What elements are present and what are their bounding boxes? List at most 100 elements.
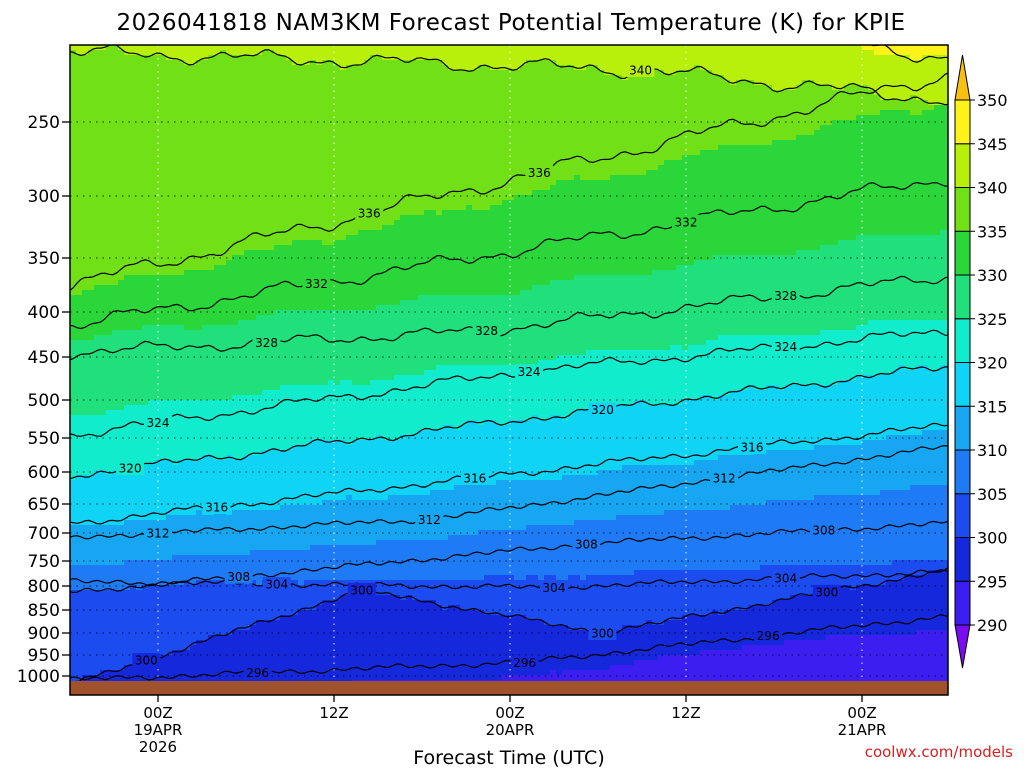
theta-band-cell xyxy=(340,45,347,71)
theta-band-cell xyxy=(538,525,545,581)
theta-band-cell xyxy=(916,100,923,116)
theta-band-cell xyxy=(442,365,449,426)
theta-band-cell xyxy=(106,590,113,671)
contour-label-bg xyxy=(771,571,800,586)
theta-band-cell xyxy=(910,235,917,321)
theta-band-cell xyxy=(76,475,83,526)
colorbar-label: 330 xyxy=(977,266,1008,285)
theta-band-cell xyxy=(670,620,677,656)
theta-band-cell xyxy=(778,90,785,141)
theta-band-cell xyxy=(478,65,485,211)
theta-band-cell xyxy=(310,310,317,386)
theta-band-cell xyxy=(604,75,611,181)
theta-band-cell xyxy=(616,665,623,695)
theta-band-cell xyxy=(148,55,155,276)
theta-band-cell xyxy=(454,485,461,536)
theta-band-cell xyxy=(412,375,419,436)
theta-band-cell xyxy=(184,45,191,66)
y-axis: 2503003504004505005506006507007508008509… xyxy=(17,113,70,687)
theta-band-cell xyxy=(898,560,905,581)
theta-band-cell xyxy=(70,340,77,416)
theta-band-cell xyxy=(442,210,449,296)
contour-label: 332 xyxy=(305,277,328,291)
theta-band-cell xyxy=(544,60,551,191)
theta-band-cell xyxy=(682,265,689,351)
colorbar-segment xyxy=(954,362,971,407)
theta-band-cell xyxy=(724,510,731,571)
theta-band-cell xyxy=(454,45,461,71)
theta-band-cell xyxy=(526,575,533,621)
theta-band-cell xyxy=(820,565,827,591)
contour-label: 324 xyxy=(147,416,170,430)
theta-band-cell xyxy=(100,525,107,566)
theta-band-cell xyxy=(922,365,929,431)
theta-band-cell xyxy=(160,55,167,276)
theta-band-cell xyxy=(754,335,761,391)
theta-band-cell xyxy=(556,280,563,356)
theta-band-cell xyxy=(640,400,647,466)
theta-band-cell xyxy=(526,365,533,421)
contour-label-bg xyxy=(252,335,281,350)
theta-band-cell xyxy=(610,470,617,521)
theta-band-cell xyxy=(898,490,905,561)
theta-band-cell xyxy=(862,375,869,441)
theta-band-cell xyxy=(154,400,161,461)
theta-band-cell xyxy=(712,340,719,401)
theta-band-cell xyxy=(172,515,179,556)
theta-band-cell xyxy=(580,275,587,356)
theta-band-cell xyxy=(916,575,923,631)
contour-label-bg xyxy=(588,402,617,417)
theta-band-cell xyxy=(88,340,95,416)
theta-band-cell xyxy=(778,45,785,91)
theta-band-cell xyxy=(130,665,137,691)
theta-band-cell xyxy=(628,45,635,76)
contour-line-300 xyxy=(70,566,948,686)
theta-band-cell xyxy=(598,405,605,471)
theta-band-cell xyxy=(850,380,857,446)
theta-band-cell xyxy=(382,595,389,681)
theta-band-cell xyxy=(214,635,221,686)
theta-band-cell xyxy=(778,600,785,646)
theta-band-cell xyxy=(172,400,179,466)
colorbar-segment xyxy=(954,187,971,232)
theta-band-cell xyxy=(580,355,587,411)
theta-band-cell xyxy=(82,55,89,291)
contour-label-bg xyxy=(262,577,291,592)
theta-band-cell xyxy=(490,45,497,71)
theta-band-cell xyxy=(784,640,791,695)
theta-band-cell xyxy=(496,45,503,71)
theta-band-cell xyxy=(400,435,407,496)
theta-band-cell xyxy=(574,275,581,356)
theta-band-cell xyxy=(70,525,77,566)
theta-band-cell xyxy=(634,570,641,626)
theta-band-cell xyxy=(118,410,125,471)
theta-band-cell xyxy=(562,280,569,356)
contour-label-bg xyxy=(672,214,700,229)
theta-band-cell xyxy=(796,595,803,641)
contour-label-bg xyxy=(132,653,161,668)
theta-band-cell xyxy=(544,525,551,576)
theta-band-cell xyxy=(334,240,341,311)
theta-band-cell xyxy=(538,45,545,61)
theta-band-cell xyxy=(766,45,773,86)
theta-band-cell xyxy=(838,90,845,121)
theta-band-cell xyxy=(610,45,617,76)
contour-label-bg xyxy=(224,569,253,584)
theta-band-cell xyxy=(886,110,893,236)
theta-band-cell xyxy=(106,335,113,411)
theta-band-cell xyxy=(244,320,251,396)
theta-band-cell xyxy=(736,255,743,336)
theta-band-cell xyxy=(172,555,179,586)
theta-band-cell xyxy=(394,305,401,376)
theta-band-cell xyxy=(832,590,839,636)
theta-band-cell xyxy=(166,560,173,586)
theta-band-cell xyxy=(802,640,809,695)
theta-band-cell xyxy=(118,330,125,411)
theta-band-cell xyxy=(124,275,131,331)
theta-band-cell xyxy=(922,430,929,486)
theta-band-cell xyxy=(346,380,353,446)
theta-band-cell xyxy=(700,70,707,151)
theta-band-cell xyxy=(280,45,287,56)
theta-band-cell xyxy=(256,585,263,621)
theta-band-cell xyxy=(820,330,827,386)
